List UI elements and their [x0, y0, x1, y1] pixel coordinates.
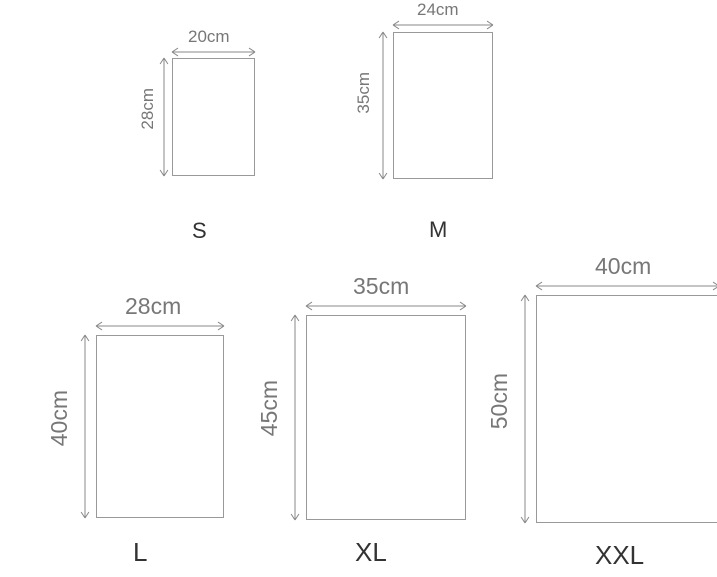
size-rect	[96, 335, 224, 518]
size-rect	[536, 295, 717, 523]
size-rect	[172, 58, 255, 176]
height-label: 28cm	[138, 88, 158, 130]
size-name-label: L	[133, 537, 147, 568]
size-name-label: S	[192, 218, 207, 244]
size-name-label: XXL	[595, 540, 644, 571]
width-label: 35cm	[353, 273, 409, 300]
width-label: 28cm	[125, 293, 181, 320]
size-name-label: M	[429, 217, 447, 243]
height-label: 35cm	[354, 72, 374, 114]
size-rect	[306, 315, 466, 520]
width-label: 24cm	[417, 0, 459, 20]
height-label: 50cm	[486, 373, 513, 429]
size-rect	[393, 32, 493, 179]
height-label: 45cm	[256, 380, 283, 436]
size-name-label: XL	[355, 537, 387, 568]
width-label: 40cm	[595, 253, 651, 280]
width-label: 20cm	[188, 27, 230, 47]
height-label: 40cm	[46, 390, 73, 446]
